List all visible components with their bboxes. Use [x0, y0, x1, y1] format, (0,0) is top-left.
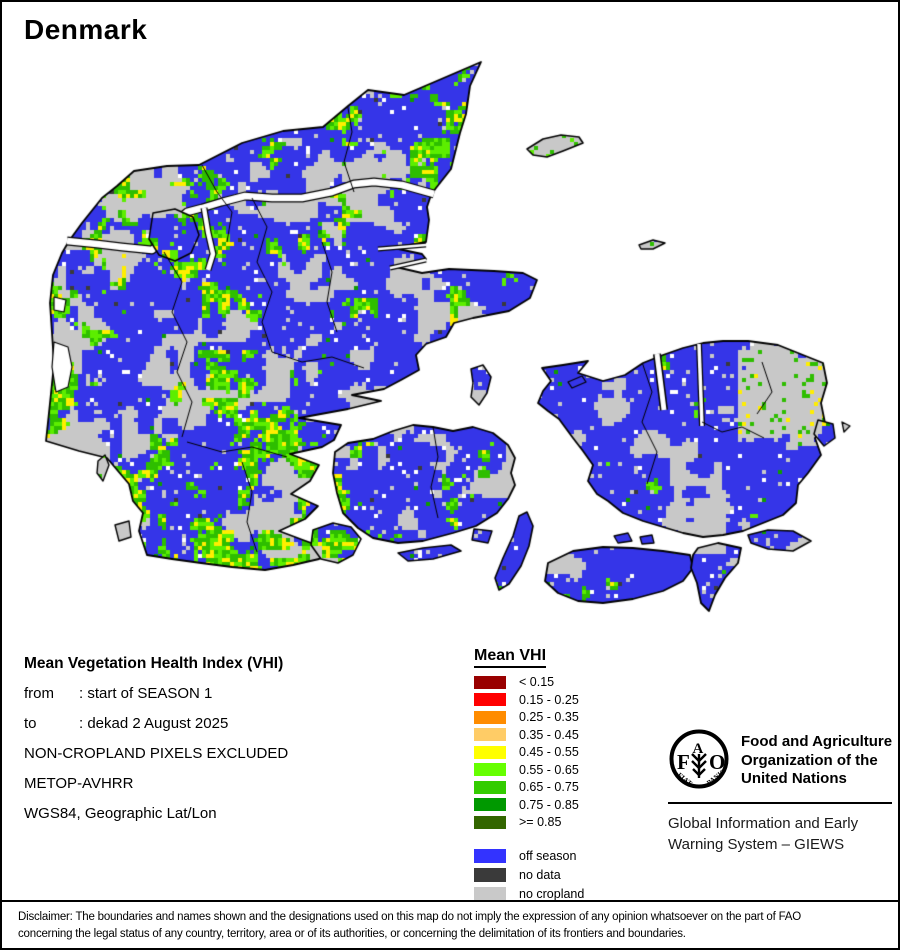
fao-letter-f: F [677, 750, 690, 774]
info-line-sensor: METOP-AVHRR [24, 775, 134, 792]
legend-swatch [474, 693, 506, 706]
legend-title: Mean VHI [474, 647, 547, 668]
legend-row-class-8: >= 0.85 [474, 815, 664, 829]
legend-row-class-5: 0.55 - 0.65 [474, 763, 664, 777]
info-heading: Mean Vegetation Health Index (VHI) [24, 655, 284, 672]
fao-letter-a: A [693, 741, 704, 757]
info-row-to: to : dekad 2 August 2025 [24, 709, 464, 739]
giews-line2: Warning System – GIEWS [668, 836, 845, 853]
legend-swatch [474, 815, 506, 829]
map-info-block: Mean Vegetation Health Index (VHI) from:… [24, 649, 464, 829]
legend-row-class-7: 0.75 - 0.85 [474, 798, 664, 812]
legend-row-class-2: 0.25 - 0.35 [474, 710, 664, 724]
fao-wheat-ear [691, 753, 707, 778]
legend-row-class-0: < 0.15 [474, 675, 664, 689]
legend-row-extra-2: no cropland [474, 887, 664, 901]
legend-row-extra-0: off season [474, 849, 664, 863]
legend-label: 0.55 - 0.65 [519, 762, 579, 777]
legend-swatch [474, 868, 506, 882]
info-line-projection: WGS84, Geographic Lat/Lon [24, 805, 217, 822]
legend-label: 0.45 - 0.55 [519, 745, 579, 759]
fao-block: F A O FIAT PANIS Food and Agriculture Or… [668, 728, 898, 855]
info-label-to: to [24, 715, 37, 732]
fao-divider [668, 802, 892, 804]
legend-swatch [474, 849, 506, 863]
fao-org-line3: United Nations [741, 770, 847, 787]
legend-swatch [474, 763, 506, 776]
legend-row-class-1: 0.15 - 0.25 [474, 693, 664, 707]
fao-logo-icon: F A O FIAT PANIS [669, 729, 729, 789]
legend-row-extra-1: no data [474, 868, 664, 882]
legend-swatch [474, 675, 506, 689]
legend-label: 0.35 - 0.45 [519, 727, 579, 742]
fao-header: F A O FIAT PANIS Food and Agriculture Or… [668, 728, 898, 790]
legend-class-list: < 0.15 0.15 - 0.25 0.25 - 0.35 0.35 - 0.45 0… [474, 675, 664, 829]
disclaimer: Disclaimer: The boundaries and names sho… [2, 900, 898, 948]
legend-label: >= 0.85 [519, 815, 562, 829]
legend-swatch [474, 728, 506, 741]
legend-row-class-6: 0.65 - 0.75 [474, 780, 664, 794]
info-line-noncropland: NON-CROPLAND PIXELS EXCLUDED [24, 745, 289, 762]
legend-label: no cropland [519, 887, 585, 901]
fao-org-name: Food and Agriculture Organization of the… [741, 728, 892, 789]
legend-swatch [474, 887, 506, 901]
vhi-map-canvas [2, 2, 898, 652]
legend-label: 0.15 - 0.25 [519, 692, 579, 707]
legend-swatch [474, 780, 506, 794]
legend-label: 0.65 - 0.75 [519, 780, 579, 794]
giews-name: Global Information and Early Warning Sys… [668, 813, 898, 855]
legend-swatch [474, 710, 506, 724]
legend-label: 0.25 - 0.35 [519, 710, 579, 724]
legend-swatch [474, 745, 506, 759]
legend-row-class-4: 0.45 - 0.55 [474, 745, 664, 759]
disclaimer-line1: Disclaimer: The boundaries and names sho… [18, 911, 801, 923]
legend-row-class-3: 0.35 - 0.45 [474, 728, 664, 742]
info-value-from: : start of SEASON 1 [79, 685, 213, 702]
giews-line1: Global Information and Early [668, 815, 859, 832]
legend-extra-list: off season no data no cropland [474, 849, 664, 901]
legend-label: < 0.15 [519, 675, 555, 689]
legend-label: off season [519, 849, 577, 863]
legend-swatch [474, 798, 506, 811]
fao-org-line2: Organization of the [741, 751, 878, 769]
page-title: Denmark [24, 14, 148, 45]
disclaimer-line2: concerning the legal status of any count… [18, 928, 686, 940]
info-value-to: : dekad 2 August 2025 [79, 715, 229, 732]
fao-letter-o: O [709, 750, 725, 774]
info-row-from: from : start of SEASON 1 [24, 679, 464, 709]
legend-label: 0.75 - 0.85 [519, 797, 579, 812]
vhi-legend: Mean VHI < 0.15 0.15 - 0.25 0.25 - 0.35 0.3… [474, 647, 664, 906]
legend-label: no data [519, 868, 561, 882]
fao-org-line1: Food and Agriculture [741, 733, 893, 750]
info-label-from: from [24, 685, 54, 702]
